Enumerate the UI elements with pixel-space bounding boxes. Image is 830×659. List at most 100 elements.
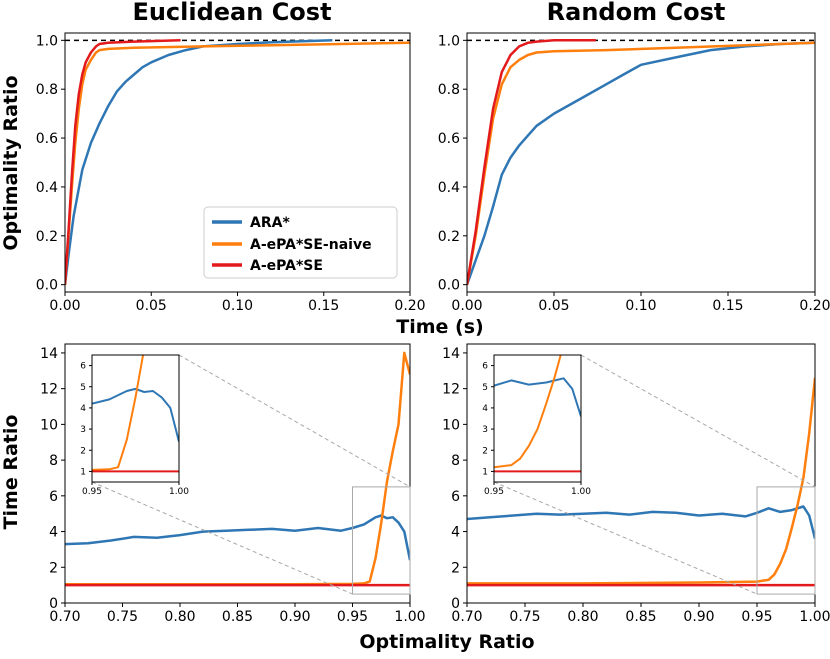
- bottom-left-zoom-box: [352, 486, 411, 595]
- bottom-right-inset-xtick-label: 0.95: [484, 487, 504, 497]
- bottom-right-inset-ytick-label: 4: [482, 404, 488, 414]
- top-left-ytick-label: 1.0: [36, 33, 58, 49]
- top-left-xtick-label: 0.20: [394, 298, 425, 314]
- bottom-right-line-naive: [467, 377, 815, 585]
- bottom-right-inset-ytick-label: 2: [482, 446, 488, 456]
- top-right-ytick-label: 0.0: [438, 278, 460, 294]
- bottom-left-ytick-label: 0: [49, 596, 58, 612]
- legend-label-ara: ARA*: [250, 215, 290, 231]
- bottom-left-ytick-label: 4: [49, 525, 58, 541]
- top-left-ytick-label: 0.2: [36, 229, 58, 245]
- bottom-left-inset-axes: 0.95 1.00 1 2 3 4 5 6: [80, 354, 189, 497]
- bottom-left-inset-ytick-label: 6: [80, 362, 86, 372]
- legend-label-naive: A-ePA*SE-naive: [250, 237, 372, 253]
- top-left-ytick-label: 0.6: [36, 131, 58, 147]
- bottom-left-inset-ytick-label: 4: [80, 404, 86, 414]
- title-right: Random Cost: [547, 0, 726, 26]
- top-left-axes: 0.00 0.05 0.10 0.15 0.20 0.0 0.2 0.4 0.6 0.8 1.0: [36, 32, 426, 314]
- bottom-right-zoom-box: [756, 486, 816, 595]
- title-left: Euclidean Cost: [132, 0, 331, 26]
- bottom-left-inset-frame: [91, 354, 180, 483]
- bottom-right-inset-line-ara: [494, 377, 581, 417]
- bottom-right-ytick-label: 4: [451, 525, 460, 541]
- bottom-right-xtick-label: 0.75: [509, 609, 540, 625]
- top-right-ytick-label: 0.4: [438, 180, 460, 196]
- bottom-right-line-ara: [467, 505, 815, 540]
- legend-frame: [203, 206, 398, 279]
- bottom-right-ytick-label: 0: [451, 596, 460, 612]
- bottom-left-inset-xtick-label: 1.00: [169, 487, 189, 497]
- bottom-left-xtick-label: 0.70: [49, 609, 80, 625]
- bottom-right-inset-line-naive: [494, 355, 562, 469]
- top-left-xtick-label: 0.05: [136, 298, 167, 314]
- bottom-right-inset-ytick-label: 1: [482, 467, 488, 477]
- top-left-xtick-label: 0.15: [308, 298, 339, 314]
- bottom-left-inset-ytick-label: 2: [80, 446, 86, 456]
- top-right-line-epase: [467, 39, 596, 285]
- bottom-right-ytick-label: 6: [451, 489, 460, 505]
- bottom-left-inset-xtick-label: 0.95: [82, 487, 102, 497]
- top-right-ytick-label: 0.8: [438, 82, 460, 98]
- top-right-xtick-label: 0.10: [625, 298, 656, 314]
- xlabel-bottom: Optimality Ratio: [359, 631, 534, 653]
- bottom-right-xtick-label: 0.90: [683, 609, 714, 625]
- bottom-right-ytick-label: 14: [442, 346, 460, 362]
- top-left-series: [65, 39, 410, 285]
- bottom-left-ytick-label: 2: [49, 560, 58, 576]
- legend: ARA* A-ePA*SE-naive A-ePA*SE: [203, 206, 398, 279]
- bottom-left-zoom-connector: [178, 354, 411, 488]
- bottom-right-inset-ytick-label: 6: [482, 362, 488, 372]
- xlabel-top: Time (s): [396, 316, 483, 338]
- bottom-left-ytick-label: 12: [40, 382, 58, 398]
- bottom-left-xtick-label: 0.90: [279, 609, 310, 625]
- top-right-line-ara: [467, 41, 815, 286]
- bottom-right-xtick-label: 1.00: [799, 609, 830, 625]
- bottom-left-inset-ytick-label: 3: [80, 425, 86, 435]
- top-left-line-epase: [65, 39, 181, 285]
- bottom-left-ytick-label: 14: [40, 346, 58, 362]
- top-right-xtick-label: 0.15: [712, 298, 743, 314]
- top-left-xtick-label: 0.10: [222, 298, 253, 314]
- bottom-right-ytick-label: 2: [451, 560, 460, 576]
- bottom-right-zoom-connector: [493, 481, 758, 595]
- top-left-ytick-label: 0.4: [36, 180, 58, 196]
- bottom-left-zoom-connector: [91, 481, 353, 595]
- bottom-left-ytick-label: 6: [49, 489, 58, 505]
- top-right-ytick-label: 1.0: [438, 33, 460, 49]
- bottom-left-xtick-label: 0.80: [164, 609, 195, 625]
- bottom-left-inset-series: [92, 355, 179, 473]
- bottom-right-inset-xtick-label: 1.00: [571, 487, 591, 497]
- top-right-ytick-label: 0.6: [438, 131, 460, 147]
- bottom-left-inset-ytick-label: 5: [80, 383, 86, 393]
- bottom-left-ytick-label: 10: [40, 417, 58, 433]
- top-right-series: [467, 39, 815, 286]
- top-right-line-naive: [467, 41, 815, 285]
- bottom-left-inset-line-naive: [92, 355, 145, 471]
- bottom-left-ytick-label: 8: [49, 453, 58, 469]
- bottom-left-line-ara: [65, 514, 410, 561]
- top-right-xtick-label: 0.05: [538, 298, 569, 314]
- bottom-left-xtick-label: 0.75: [107, 609, 138, 625]
- top-right-xtick-label: 0.00: [451, 298, 482, 314]
- top-right-frame: [466, 32, 816, 293]
- bottom-left-inset-line-ara: [92, 387, 179, 443]
- bottom-right-xtick-label: 0.85: [625, 609, 656, 625]
- bottom-right-inset-ytick-label: 5: [482, 383, 488, 393]
- bottom-right-zoom-connector: [580, 354, 816, 488]
- legend-label-epase: A-ePA*SE: [250, 258, 323, 274]
- bottom-left-xtick-label: 1.00: [394, 609, 425, 625]
- bottom-right-xtick-label: 0.80: [567, 609, 598, 625]
- bottom-right-xtick-label: 0.70: [451, 609, 482, 625]
- top-left-xtick-label: 0.00: [49, 298, 80, 314]
- top-left-ytick-label: 0.8: [36, 82, 58, 98]
- bottom-right-inset-axes: 0.95 1.00 1 2 3 4 5 6: [482, 354, 591, 497]
- bottom-right-ytick-label: 8: [451, 453, 460, 469]
- bottom-right-inset-frame: [493, 354, 582, 483]
- ylabel-top: Optimality Ratio: [0, 75, 22, 250]
- bottom-left-inset-ytick-label: 1: [80, 467, 86, 477]
- bottom-right-inset-ytick-label: 3: [482, 425, 488, 435]
- bottom-left-xtick-label: 0.85: [222, 609, 253, 625]
